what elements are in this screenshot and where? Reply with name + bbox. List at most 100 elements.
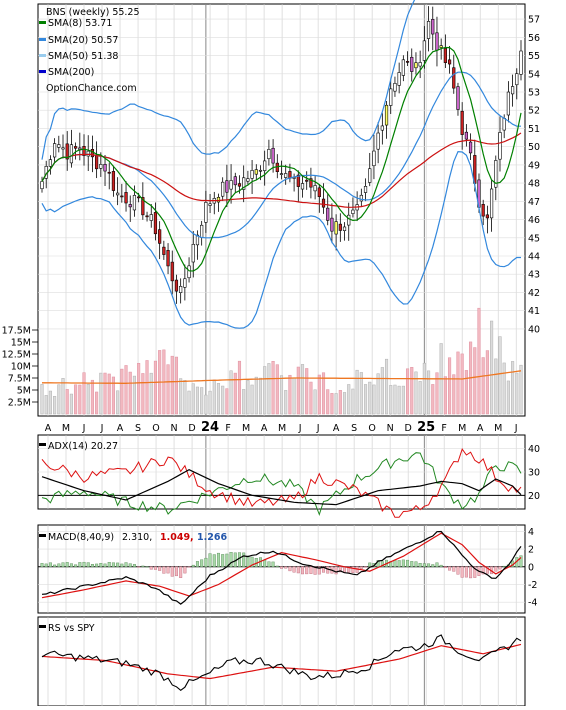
volume-bar	[216, 383, 221, 415]
volume-bar	[107, 373, 111, 415]
macd-hist-bar	[141, 565, 145, 567]
legend-swatch-sma20	[39, 38, 46, 41]
volume-bars	[40, 307, 523, 579]
candle-body	[506, 91, 510, 116]
candle-body	[368, 168, 372, 183]
volume-bar	[246, 380, 250, 415]
volume-bar	[149, 372, 153, 415]
watermark: OptionChance.com	[46, 83, 137, 94]
macd-hist-bar	[448, 566, 452, 571]
candle-body	[174, 279, 179, 292]
volume-bar	[342, 392, 347, 415]
candle-body	[137, 196, 141, 199]
macd-hist-bar	[179, 566, 183, 578]
candle-body	[464, 131, 468, 140]
x-tick-label: D	[188, 423, 195, 434]
candle-body	[90, 149, 95, 158]
macd-hist-bar	[212, 554, 216, 567]
macd-hist-bar	[418, 563, 422, 567]
volume-bar	[90, 379, 94, 415]
volume-bar	[494, 358, 498, 415]
volume-bar	[200, 387, 204, 415]
candle-body	[204, 202, 208, 223]
candle-body	[279, 173, 284, 175]
candle-body	[166, 250, 170, 267]
volume-bar	[183, 380, 187, 415]
legend-swatch-sma200	[39, 70, 46, 73]
volume-bar	[284, 390, 288, 415]
x-tick-label: O	[152, 423, 159, 434]
macd-hist-bar	[359, 566, 363, 569]
candle-body	[57, 144, 61, 148]
candle-body	[452, 67, 456, 89]
price-tick-label: 48	[528, 179, 540, 190]
volume-tick-label: 17.5M	[2, 326, 31, 337]
macd-hist-bar	[380, 561, 384, 567]
candle-body	[502, 117, 506, 131]
volume-bar	[435, 372, 439, 415]
volume-bar	[124, 365, 128, 415]
x-tick-label: M	[458, 423, 466, 434]
volume-bar	[422, 362, 426, 415]
macd-hist-bar	[275, 565, 279, 567]
candle-body	[468, 141, 473, 154]
candle-body	[309, 178, 313, 188]
macd-hist-bar	[208, 553, 212, 567]
adx-line	[41, 469, 522, 506]
candle-body	[233, 176, 237, 186]
candle-body	[200, 224, 204, 238]
candle-body	[107, 171, 111, 174]
candle-body	[418, 62, 422, 67]
macd-hist-bar	[485, 566, 489, 574]
volume-bar	[225, 388, 229, 415]
price-tick-label: 57	[528, 15, 540, 26]
candle-body	[263, 160, 267, 171]
macd-hist-bar	[452, 566, 456, 572]
volume-bar	[380, 367, 384, 415]
macd-legend: MACD(8,40,9) 2.310, 1.049, 1.266	[39, 532, 227, 543]
candle-body	[296, 174, 300, 187]
candle-body	[439, 45, 443, 48]
macd-hist-bar	[309, 566, 313, 574]
ticker-title: BNS (weekly) 55.25	[46, 7, 140, 18]
volume-tick-label: 2.5M	[8, 398, 31, 409]
macd-hist-bar	[44, 563, 48, 567]
candle-body	[414, 62, 418, 69]
macd-hist-bar	[74, 564, 78, 567]
macd-hist-bar	[481, 566, 485, 575]
candle-body	[258, 169, 263, 172]
macd-hist-bar	[305, 566, 309, 575]
volume-bar	[502, 362, 506, 415]
candle-body	[132, 195, 137, 211]
volume-bar	[53, 396, 57, 415]
macd-hist-bar	[414, 561, 418, 567]
macd-hist-bar	[86, 562, 90, 567]
candle-body	[338, 223, 342, 231]
macd-hist-bar	[162, 566, 166, 574]
macd-hist-bar	[401, 559, 405, 567]
candle-body	[326, 207, 330, 221]
volume-bar	[61, 378, 65, 415]
volume-bar	[279, 375, 284, 415]
macd-hist-bar	[183, 566, 187, 574]
price-tick-label: 45	[528, 233, 540, 244]
volume-bar	[69, 393, 73, 415]
volume-bar	[351, 388, 355, 415]
volume-bar	[57, 384, 61, 415]
price-tick-label: 55	[528, 51, 540, 62]
x-tick-label: M	[62, 423, 70, 434]
candle-body	[494, 160, 498, 188]
macd-hist-bar	[200, 559, 204, 567]
candle-body	[519, 50, 523, 75]
volume-bar	[300, 364, 305, 415]
x-tick-label: A	[333, 423, 340, 434]
candle-body	[149, 214, 153, 221]
x-tick-label: J	[100, 423, 104, 434]
candle-body	[40, 181, 44, 190]
macd-hist-bar	[99, 563, 103, 567]
volume-bar	[309, 381, 313, 415]
macd-hist-bar	[53, 564, 57, 567]
volume-bar	[292, 377, 296, 415]
candle-body	[330, 217, 334, 232]
volume-bar	[229, 370, 233, 415]
